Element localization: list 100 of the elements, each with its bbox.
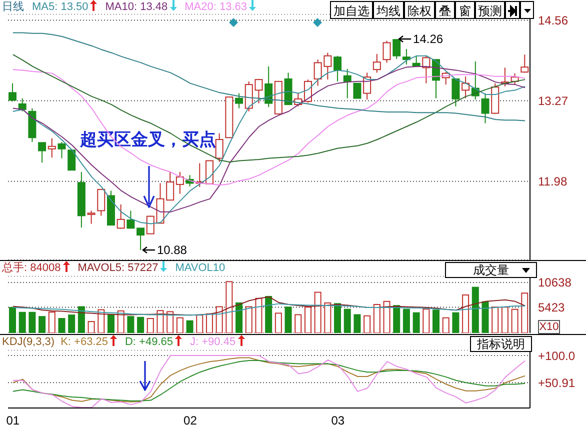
text: MAVOL10 — [175, 262, 226, 274]
y-tick-label: +100.0 — [538, 348, 576, 363]
candlestick — [363, 72, 372, 100]
bar — [236, 302, 243, 333]
bar — [432, 310, 440, 333]
bar — [393, 305, 400, 333]
candlestick — [97, 188, 106, 216]
bar — [284, 306, 292, 333]
text: MA10: 13.48 — [105, 1, 169, 13]
text: 日线 — [2, 1, 24, 13]
candlestick — [422, 55, 430, 84]
bar — [334, 303, 342, 333]
dropdown-field: 成交量 — [445, 262, 537, 278]
legend-title: KDJ(9,3,3) — [2, 336, 55, 348]
bar — [472, 286, 479, 333]
candlestick — [353, 82, 362, 99]
annotation: 成交量 — [473, 263, 509, 277]
bar — [482, 301, 489, 333]
candlestick — [343, 68, 352, 99]
candlestick — [38, 142, 46, 164]
candlestick — [520, 54, 529, 74]
bar — [412, 312, 420, 333]
candlestick — [58, 141, 66, 159]
candlestick — [87, 210, 96, 224]
bar — [68, 314, 76, 333]
candlestick — [372, 53, 381, 74]
bar — [137, 316, 144, 333]
candlestick — [452, 78, 460, 107]
bar — [364, 315, 371, 333]
y-tick-label: 10638 — [538, 276, 572, 290]
candlestick — [392, 38, 401, 60]
button: 加自选 — [330, 1, 373, 19]
line-series — [12, 32, 526, 122]
bar — [373, 304, 380, 333]
button: 预测 — [475, 1, 505, 19]
text: 总手: 84008 — [2, 262, 62, 274]
bar — [383, 300, 390, 333]
bar — [452, 312, 460, 333]
x-tick-label: 02 — [184, 414, 198, 425]
button: 叠 — [435, 1, 455, 19]
bar — [422, 308, 430, 333]
bar — [196, 314, 204, 333]
bar — [107, 314, 114, 333]
candlestick — [334, 55, 342, 82]
text: K: +63.25 — [60, 336, 109, 348]
unit-box: X10 — [538, 320, 560, 334]
bar — [88, 321, 95, 333]
bar — [206, 313, 213, 333]
y-tick-label: 13.27 — [538, 94, 568, 108]
bar — [98, 309, 105, 333]
bar — [462, 294, 470, 333]
annotation: 超买区金叉，买点 — [80, 129, 216, 151]
bar — [324, 302, 332, 333]
bar — [186, 320, 194, 333]
bar — [166, 311, 174, 333]
bar — [402, 308, 410, 333]
candlestick — [176, 171, 184, 194]
bar — [117, 310, 124, 333]
text: MAVOL5: 57227 — [78, 262, 160, 274]
series-label: J: +90.45 — [190, 336, 237, 348]
x-tick-label: 01 — [6, 414, 20, 425]
text: MA20: 13.63 — [184, 1, 248, 13]
bar — [344, 308, 351, 333]
bar — [216, 306, 223, 333]
text: D: +49.65 — [124, 336, 174, 348]
bar — [156, 310, 164, 333]
bar — [492, 306, 499, 333]
button: 均线 — [373, 1, 404, 19]
x-tick-label: 03 — [331, 414, 345, 425]
candlestick — [166, 171, 174, 201]
bar — [78, 306, 85, 333]
candlestick — [382, 40, 391, 64]
button: 窗 — [455, 1, 475, 19]
candlestick — [264, 66, 273, 108]
bar — [18, 312, 26, 333]
candlestick — [8, 82, 16, 102]
annotation: 10.88 — [156, 243, 188, 258]
candlestick — [402, 48, 410, 66]
y-tick-label: 14.56 — [538, 14, 568, 28]
candlestick — [235, 92, 244, 109]
bar — [354, 314, 361, 333]
annotation: 14.26 — [413, 32, 444, 46]
bar — [146, 318, 154, 333]
bar — [38, 316, 46, 333]
y-tick-label: 5423 — [538, 300, 566, 314]
button: 指标说明 — [470, 336, 532, 352]
candlestick — [215, 132, 224, 162]
bar — [9, 307, 16, 333]
bar — [511, 308, 518, 333]
bar — [58, 318, 66, 333]
bar — [521, 292, 528, 333]
y-tick-label: +50.91 — [538, 376, 576, 390]
bar — [176, 317, 184, 333]
bar — [226, 281, 233, 333]
bar — [28, 312, 36, 333]
y-tick-label: 11.98 — [538, 174, 568, 189]
button: 除权 — [404, 1, 435, 19]
bar — [274, 312, 282, 333]
candlestick — [48, 138, 56, 158]
line-series — [12, 54, 526, 162]
